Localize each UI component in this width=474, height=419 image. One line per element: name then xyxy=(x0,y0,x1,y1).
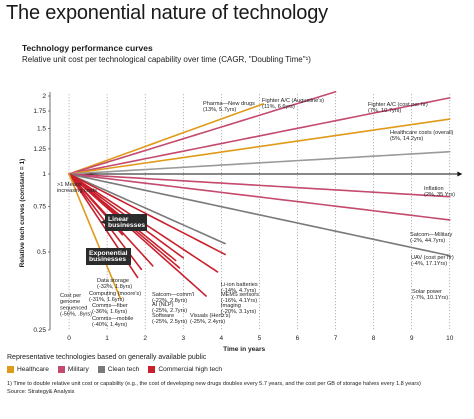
linear-businesses-label: Linear businesses xyxy=(108,216,145,229)
series-line xyxy=(68,173,207,297)
legend-swatch-commercial-high-tech xyxy=(148,366,156,373)
page-title: The exponential nature of technology xyxy=(6,2,328,24)
series-line xyxy=(68,97,451,175)
series-layer xyxy=(68,90,463,300)
series-line xyxy=(68,173,226,245)
series-label: Satcom—Military (-2%, 44.7yrs) xyxy=(410,232,452,244)
series-line xyxy=(68,150,451,175)
footnote: 1) Time to double relative unit cost or … xyxy=(7,381,421,396)
legend-title: Representative technologies based on gen… xyxy=(7,354,207,361)
legend-item-commercial-high-tech: Commercial high tech xyxy=(148,366,222,373)
series-line xyxy=(68,103,265,175)
x-tick-label: 7 xyxy=(334,335,338,342)
x-tick-label: 3 xyxy=(181,335,185,342)
x-tick-label: 5 xyxy=(258,335,262,342)
y-axis-title: Relative tech curves (constant = 1) xyxy=(19,159,26,268)
series-label: Computing (moore's) (-31%, 1.6yrs) xyxy=(89,291,141,303)
source-line: Source: Strategy& Analysis xyxy=(7,388,75,395)
legend-swatch-healthcare xyxy=(7,366,14,373)
series-line xyxy=(68,173,226,256)
footnote-line: 1) Time to double relative unit cost or … xyxy=(7,381,421,387)
legend-label: Healthcare xyxy=(17,366,49,373)
series-label: Software (-25%, 2.5yrs) xyxy=(152,313,187,325)
y-tick-label: 1.5 xyxy=(37,126,46,133)
series-label: UAV (cost per hr) (-4%, 17.1Yrs) xyxy=(411,255,454,267)
series-label: Li-ion batteries (-14%, 4.7yrs) xyxy=(221,282,258,294)
series-label: Comms—fiber (-36%, 1.6yrs) xyxy=(92,303,128,315)
x-axis-title: Time in years xyxy=(223,346,265,353)
linear-businesses-box xyxy=(105,214,147,231)
series-line xyxy=(68,118,451,175)
x-tick-label: 9 xyxy=(410,335,414,342)
chart-subtitle: Technology performance curves xyxy=(22,43,153,53)
x-tick-label: 2 xyxy=(143,335,147,342)
series-label: Pharma—New drugs (13%, 5.7yrs) xyxy=(203,101,255,113)
axis-layer: 0.25 0.5 0.75 1 1.25 1.5 1.75 2 0 1 2 3 4 5 6 7 8 9 10 Rela… xyxy=(19,92,454,353)
y-tick-label: 1.75 xyxy=(33,108,46,115)
exponential-businesses-label: Exponential businesses xyxy=(89,250,128,263)
y-tick-label: 0.25 xyxy=(33,327,46,334)
series-label: Fighter A/C (Augustine's) (11%, 6.6yrs) xyxy=(262,98,324,110)
legend-label: Clean tech xyxy=(107,366,140,373)
series-label: Fighter A/C (cost per hr) (7%, 10.7yrs) xyxy=(368,102,428,114)
x-tick-label: 10 xyxy=(446,335,454,342)
x-tick-label: 8 xyxy=(372,335,376,342)
series-line xyxy=(68,173,451,221)
series-label: Comms—mobile (-40%, 1.4yrs) xyxy=(92,316,133,328)
legend-swatch-clean-tech xyxy=(97,366,105,373)
series-line xyxy=(68,173,122,300)
series-label: Healthcare costs (overall) (5%, 14.2yrs) xyxy=(390,130,454,142)
linear-box-pointer xyxy=(100,220,105,224)
baseline-arrow xyxy=(457,171,463,177)
legend: Healthcare Military Clean tech Commercia… xyxy=(7,366,222,373)
annotation-text: >1 Means increasing costs xyxy=(57,182,97,194)
x-tick-label: 0 xyxy=(67,335,71,342)
label-layer: Pharma—New drugs (13%, 5.7yrs) Fighter A/C… xyxy=(57,98,455,328)
series-line xyxy=(68,173,451,198)
series-label: Solar power (-7%, 10.1Yrs) xyxy=(412,289,448,301)
series-label: Cost per genome sequenced (-56%, .8yrs) xyxy=(60,293,92,318)
series-line xyxy=(68,90,337,175)
legend-label: Commercial high tech xyxy=(158,366,223,373)
y-tick-label: 0.5 xyxy=(37,249,46,256)
chart-description: Relative unit cost per technological cap… xyxy=(22,55,311,64)
series-label: Satcom—comm'l (-22%, 2.8yrs) xyxy=(152,292,194,304)
x-tick-label: 4 xyxy=(220,335,224,342)
legend-item-military: Military xyxy=(57,366,89,373)
y-tick-label: 1.25 xyxy=(33,146,46,153)
x-tick-label: 1 xyxy=(105,335,109,342)
y-tick-label: 0.75 xyxy=(33,204,46,211)
y-tick-label: 2 xyxy=(42,93,46,100)
legend-label: Military xyxy=(67,366,89,373)
legend-swatch-military xyxy=(57,366,65,373)
y-tick-label: 1 xyxy=(42,171,46,178)
series-label: MEMS sensors (-16%, 4.1Yrs) xyxy=(221,292,259,304)
series-label: Data storage (-32%, 1.8yrs) xyxy=(97,278,132,290)
series-label: Imaging (-20%, 3.1yrs) xyxy=(221,303,256,315)
series-label: Visuals (Hertz's) (-25%, 2.4yrs) xyxy=(190,313,231,325)
legend-item-clean-tech: Clean tech xyxy=(97,366,140,373)
series-label: AI (NLP) (-25%, 2.7yrs) xyxy=(152,302,187,314)
series-line xyxy=(68,173,451,257)
legend-item-healthcare: Healthcare xyxy=(7,366,49,373)
x-tick-label: 6 xyxy=(296,335,300,342)
exponential-businesses-box xyxy=(86,248,131,265)
series-label: Inflation (2%, 35 Yrs) xyxy=(424,186,455,198)
